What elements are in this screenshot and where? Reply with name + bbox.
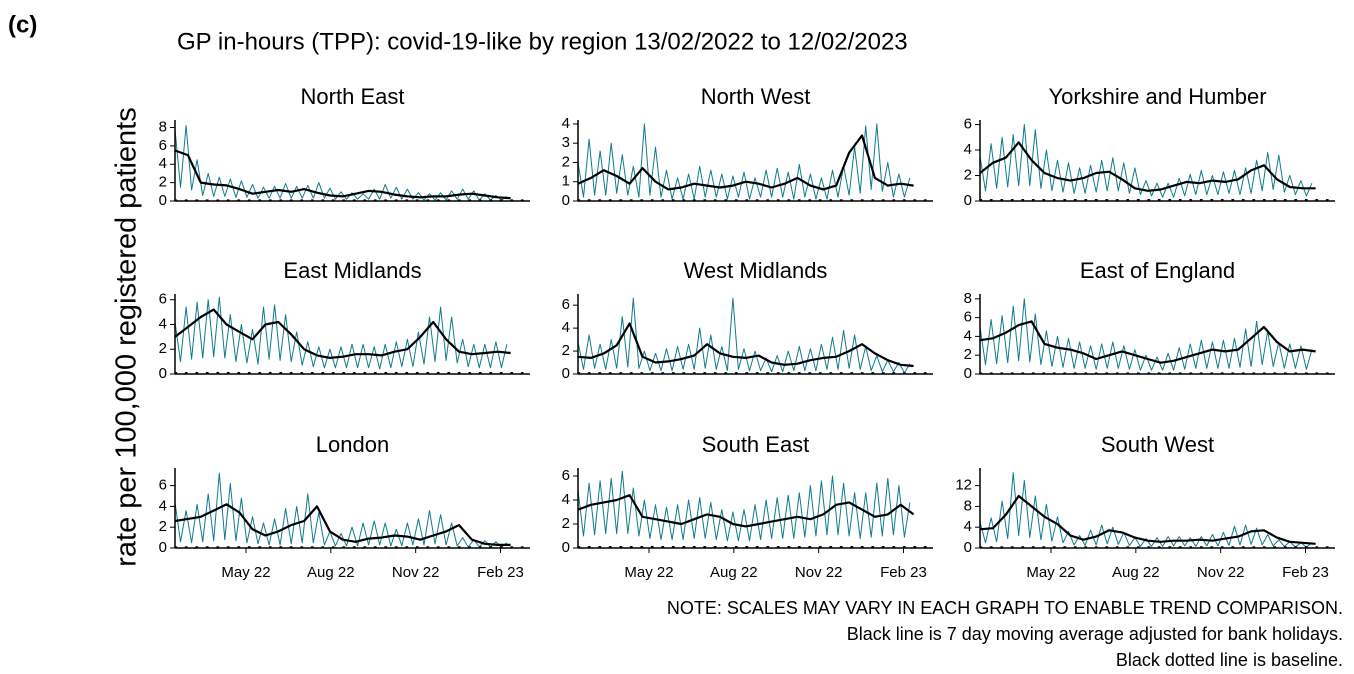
panel-title: East Midlands <box>283 258 421 283</box>
y-tick-label: 0 <box>562 192 570 209</box>
y-tick-label: 6 <box>159 291 167 308</box>
panel-title: South East <box>702 432 810 457</box>
series-line <box>979 320 1316 364</box>
series-line <box>979 124 1313 198</box>
note: NOTE: SCALES MAY VARY IN EACH GRAPH TO E… <box>667 598 1343 618</box>
y-axis-label: rate per 100,000 registered patients <box>111 107 143 566</box>
y-tick-label: 2 <box>562 342 570 359</box>
series-line <box>979 494 1316 545</box>
y-tick-label: 4 <box>562 319 570 336</box>
y-tick-label: 2 <box>159 518 167 535</box>
panel-title: North West <box>701 84 811 109</box>
x-tick-label: Aug 22 <box>1112 564 1160 581</box>
y-tick-label: 2 <box>964 166 972 183</box>
x-tick-label: May 22 <box>624 564 673 581</box>
y-tick-label: 0 <box>562 539 570 556</box>
x-tick-label: Feb 23 <box>477 564 524 581</box>
y-tick-label: 4 <box>159 155 167 172</box>
y-tick-label: 4 <box>159 497 167 514</box>
y-tick-label: 0 <box>159 539 167 556</box>
y-tick-label: 3 <box>562 134 570 151</box>
series-line <box>174 149 511 200</box>
y-tick-label: 0 <box>964 539 972 556</box>
y-tick-label: 0 <box>964 365 972 382</box>
panel-title: South West <box>1101 432 1214 457</box>
series-line <box>577 123 911 200</box>
y-tick-label: 2 <box>562 515 570 532</box>
series-line <box>577 134 914 191</box>
series-line <box>174 308 511 359</box>
x-tick-label: Aug 22 <box>710 564 758 581</box>
series-line <box>577 297 911 374</box>
x-tick-label: May 22 <box>221 564 270 581</box>
series-line <box>577 470 911 542</box>
series-line <box>577 322 914 368</box>
x-tick-label: Nov 22 <box>795 564 843 581</box>
series-line <box>979 298 1313 371</box>
series-line <box>979 472 1313 548</box>
x-tick-label: Feb 23 <box>1282 564 1329 581</box>
y-tick-label: 8 <box>964 497 972 514</box>
y-tick-label: 8 <box>964 290 972 307</box>
panel-label: (c) <box>8 11 37 38</box>
y-tick-label: 6 <box>964 309 972 326</box>
y-tick-label: 2 <box>159 174 167 191</box>
y-tick-label: 4 <box>562 491 570 508</box>
x-tick-label: Nov 22 <box>1197 564 1245 581</box>
y-tick-label: 2 <box>964 346 972 363</box>
note: Black line is 7 day moving average adjus… <box>847 624 1343 644</box>
x-tick-label: Feb 23 <box>880 564 927 581</box>
y-tick-label: 4 <box>964 141 972 158</box>
y-tick-label: 1 <box>562 173 570 190</box>
chart-title: GP in-hours (TPP): covid-19-like by regi… <box>177 28 908 55</box>
note: Black dotted line is baseline. <box>1116 650 1343 670</box>
y-tick-label: 6 <box>562 296 570 313</box>
y-tick-label: 4 <box>159 315 167 332</box>
y-tick-label: 6 <box>159 477 167 494</box>
y-tick-label: 4 <box>964 327 972 344</box>
y-tick-label: 4 <box>964 518 972 535</box>
series-line <box>174 472 508 548</box>
series-line <box>979 141 1316 192</box>
panel-title: East of England <box>1080 258 1235 283</box>
y-tick-label: 0 <box>159 192 167 209</box>
y-tick-label: 0 <box>964 192 972 209</box>
y-tick-label: 0 <box>562 365 570 382</box>
y-tick-label: 0 <box>159 365 167 382</box>
series-line <box>174 503 511 546</box>
panel-title: Yorkshire and Humber <box>1048 84 1266 109</box>
series-line <box>577 494 915 528</box>
y-tick-label: 6 <box>562 467 570 484</box>
y-tick-label: 6 <box>159 137 167 154</box>
y-tick-label: 2 <box>159 340 167 357</box>
y-tick-label: 12 <box>955 477 972 494</box>
series-line <box>174 125 508 201</box>
series-line <box>174 296 508 370</box>
x-tick-label: Aug 22 <box>307 564 355 581</box>
y-tick-label: 8 <box>159 118 167 135</box>
panel-title: London <box>316 432 389 457</box>
y-tick-label: 6 <box>964 116 972 133</box>
x-tick-label: Nov 22 <box>392 564 440 581</box>
y-tick-label: 2 <box>562 153 570 170</box>
y-tick-label: 4 <box>562 115 570 132</box>
panel-title: North East <box>301 84 405 109</box>
panel-title: West Midlands <box>684 258 828 283</box>
x-tick-label: May 22 <box>1026 564 1075 581</box>
